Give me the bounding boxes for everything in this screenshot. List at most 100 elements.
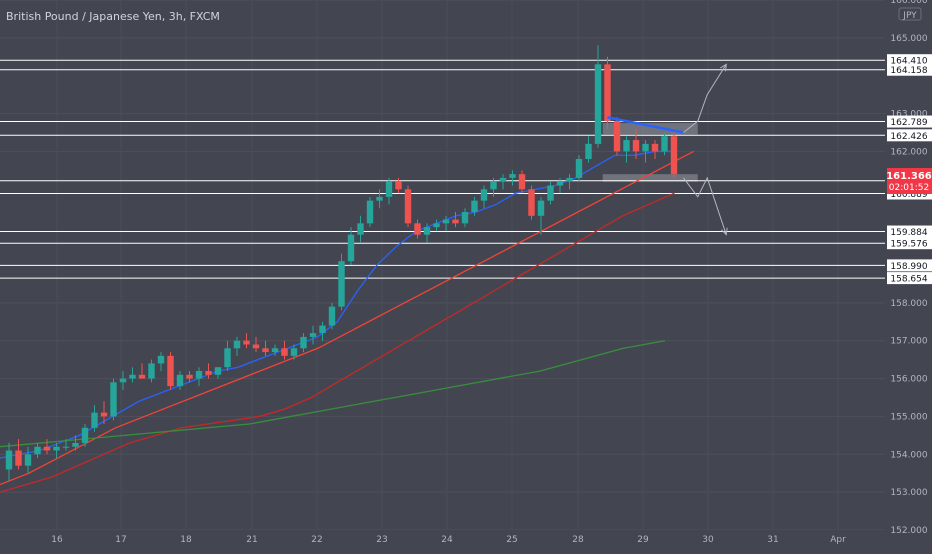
candle-body — [613, 121, 621, 152]
x-tick-label: 18 — [180, 535, 192, 545]
candle-body — [138, 374, 146, 379]
ema-mid-line — [0, 150, 694, 486]
candle-body — [309, 333, 317, 337]
candle-body — [319, 325, 326, 334]
level-label: 159.576 — [890, 240, 927, 250]
candle-body — [594, 64, 602, 144]
candle-body — [157, 355, 165, 364]
x-tick-label: 23 — [376, 535, 387, 545]
y-tick-label: 157.000 — [890, 337, 927, 347]
ema-long-line — [0, 340, 666, 448]
candle-body — [224, 348, 231, 368]
projection-path[interactable] — [683, 176, 727, 235]
y-tick-label: 166.000 — [890, 0, 927, 6]
candle-body — [214, 367, 222, 375]
current-price-label: 161.366 02:01:52 — [886, 168, 932, 194]
candle-body — [376, 196, 383, 201]
candle-body — [414, 223, 421, 235]
candle-body — [461, 212, 469, 224]
candle-body — [623, 140, 630, 152]
candle-body — [167, 355, 174, 387]
level-label-box — [887, 237, 932, 250]
candle-body — [537, 200, 545, 216]
level-label: 160.889 — [890, 190, 927, 200]
candle-body — [556, 181, 564, 186]
x-tick-label: 24 — [441, 535, 453, 545]
candle-body — [53, 446, 60, 451]
candle-body — [499, 177, 507, 182]
candle-body — [243, 340, 250, 345]
candle-body — [651, 143, 659, 152]
candle-body — [490, 181, 497, 190]
candle-body — [328, 306, 336, 326]
candle-body — [24, 454, 32, 466]
candle-body — [604, 64, 611, 122]
x-tick-label: 16 — [51, 535, 63, 545]
x-tick-label: 29 — [637, 535, 649, 545]
candle-body — [404, 189, 412, 224]
level-label: 162.789 — [890, 118, 927, 128]
level-label: 158.654 — [890, 275, 927, 285]
level-label-box — [887, 63, 932, 76]
candle-body — [176, 374, 184, 387]
projection-arrowhead — [720, 63, 727, 72]
candle-body — [452, 219, 459, 224]
y-tick-label: 163.000 — [890, 110, 927, 120]
candle-body — [81, 427, 89, 443]
level-label-box — [887, 54, 932, 67]
candle-body — [509, 174, 516, 178]
candle-body — [72, 442, 79, 447]
candle-body — [110, 382, 117, 417]
candle-body — [433, 223, 440, 228]
candle-body — [395, 181, 402, 190]
x-tick-label: 31 — [767, 535, 778, 545]
candle-body — [518, 174, 526, 190]
trend-line[interactable] — [607, 116, 684, 134]
y-tick-label: 152.000 — [890, 526, 927, 536]
candle-body — [480, 189, 488, 201]
candle-body — [423, 227, 431, 235]
candle-body — [233, 340, 241, 349]
candle-body — [385, 181, 393, 197]
time-axis-panel[interactable] — [0, 530, 885, 550]
x-tick-label: 21 — [246, 535, 257, 545]
x-tick-label: 25 — [506, 535, 517, 545]
candle-body — [338, 261, 345, 307]
candle-body — [252, 344, 260, 349]
level-label: 158.990 — [890, 262, 927, 272]
candle-body — [119, 378, 127, 383]
level-label: 164.410 — [890, 57, 927, 67]
candle-body — [585, 143, 592, 159]
candle-body — [262, 348, 269, 353]
projection-arrowhead — [721, 227, 728, 236]
candle-body — [366, 200, 374, 224]
countdown-timer: 02:01:52 — [889, 183, 929, 193]
y-tick-label: 155.000 — [890, 412, 927, 422]
candle-body — [91, 412, 98, 428]
y-tick-label: 154.000 — [890, 450, 927, 460]
x-tick-label: 28 — [572, 535, 584, 545]
candle-body — [300, 336, 307, 349]
level-label: 164.158 — [890, 66, 927, 76]
candle-body — [632, 140, 640, 152]
level-label-box — [887, 129, 932, 142]
candle-body — [148, 363, 155, 379]
level-label-box — [887, 259, 932, 272]
level-label-box — [887, 115, 932, 128]
current-price-box — [887, 168, 932, 194]
level-label: 162.426 — [890, 132, 927, 142]
x-tick-label: Apr — [830, 535, 846, 545]
candle-body — [205, 371, 212, 375]
current-price-value: 161.366 — [886, 171, 932, 182]
candle-body — [670, 136, 678, 175]
level-label-box — [887, 272, 932, 285]
candle-body — [15, 450, 22, 466]
y-tick-label: 156.000 — [890, 375, 927, 385]
candle-body — [281, 348, 288, 356]
projection-path[interactable] — [683, 64, 727, 133]
y-tick-label: 162.000 — [890, 147, 927, 157]
candle-body — [357, 223, 364, 235]
